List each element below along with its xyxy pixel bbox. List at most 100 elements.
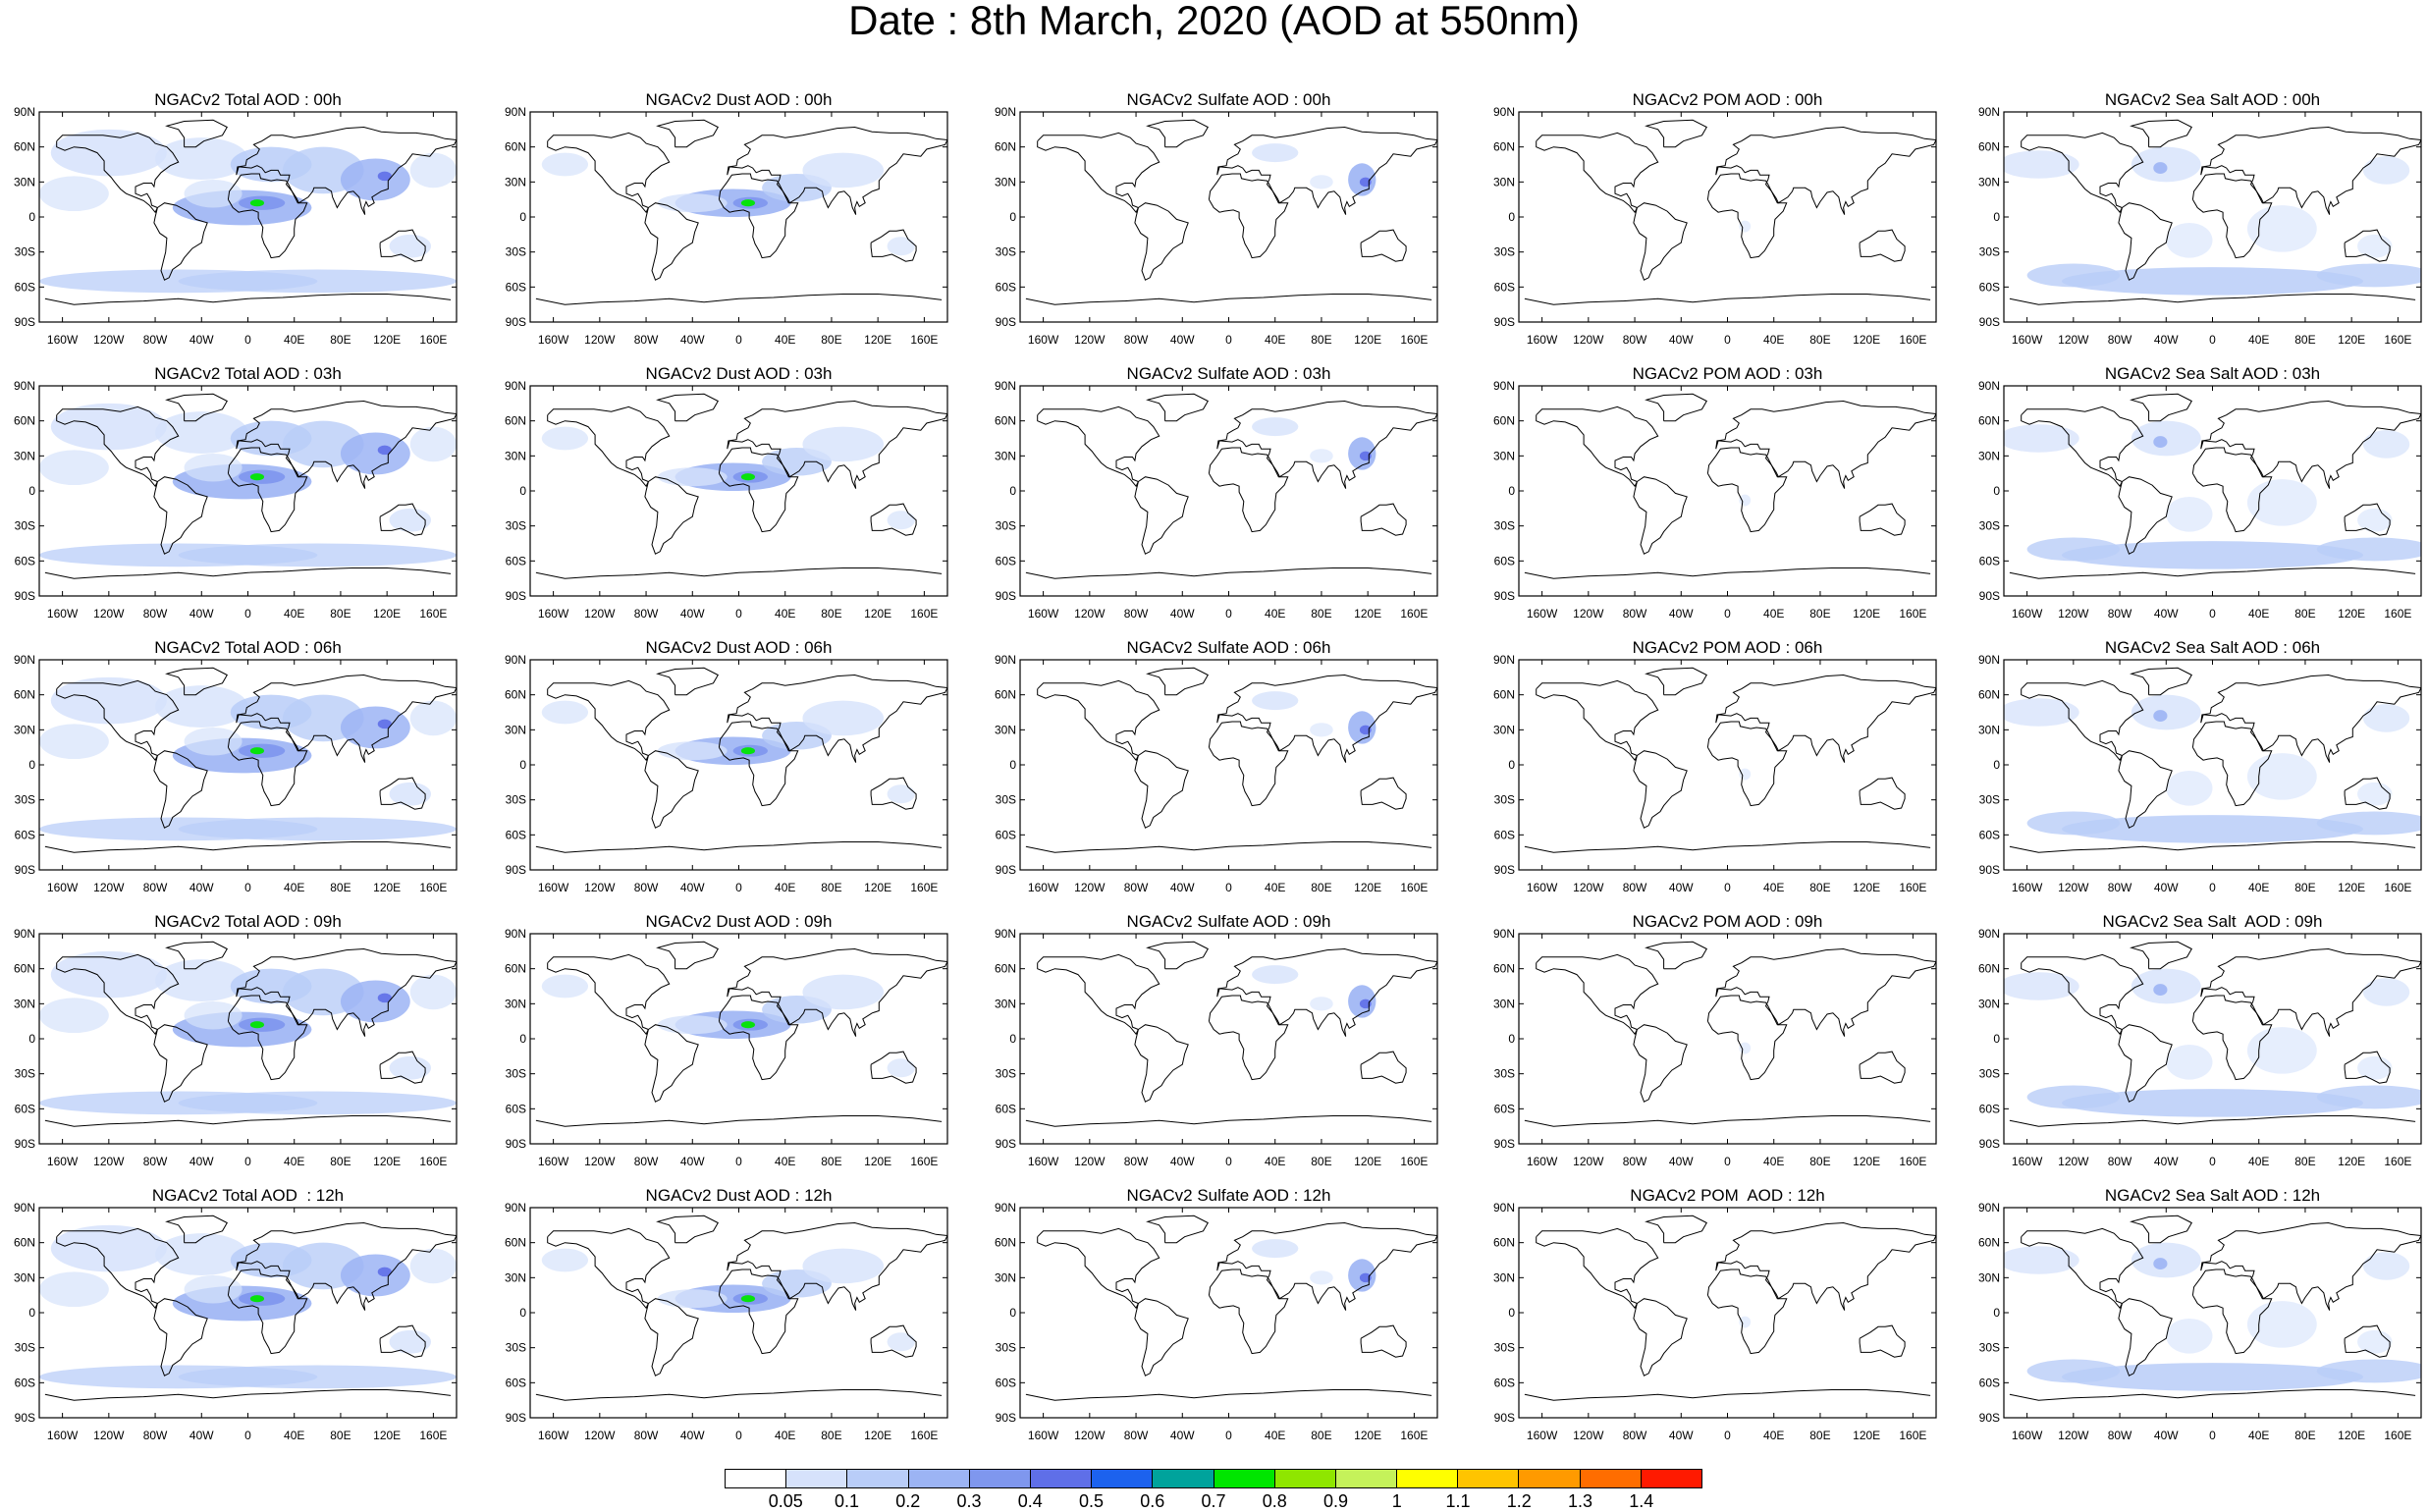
lon-label: 160E xyxy=(1400,1155,1428,1168)
lon-label: 80W xyxy=(1124,607,1149,621)
lon-label: 120E xyxy=(2338,1155,2365,1168)
aod-region xyxy=(409,974,457,1010)
lon-label: 80W xyxy=(1124,881,1149,894)
lat-label: 30N xyxy=(995,723,1016,736)
lat-label: 30N xyxy=(995,449,1016,462)
map-panel: NGACv2 POM AOD : 09h 90N 60N 30N 0 30S 60S 90S 1… xyxy=(1480,912,1970,1187)
lon-label: 160E xyxy=(2384,607,2411,621)
aod-region xyxy=(39,1271,109,1308)
lon-label: 40W xyxy=(1170,1429,1195,1442)
aod-region xyxy=(541,974,589,999)
lon-label: 80E xyxy=(1311,333,1331,347)
coastline xyxy=(2200,674,2421,763)
aod-region xyxy=(2246,1027,2317,1074)
lat-label: 60S xyxy=(1979,1376,2000,1389)
lon-label: 80W xyxy=(1623,1155,1647,1168)
coastline xyxy=(1645,1215,1707,1244)
aod-region xyxy=(740,473,756,481)
panel-title: NGACv2 Sea Salt AOD : 06h xyxy=(2104,638,2321,657)
colorbar-label: 0.05 xyxy=(768,1491,803,1511)
coastline xyxy=(2009,294,2416,305)
coastline xyxy=(1706,447,1788,533)
coastline xyxy=(1706,721,1788,807)
lon-label: 80E xyxy=(2294,881,2315,894)
aod-region xyxy=(1252,1239,1299,1259)
coastline xyxy=(1859,777,1906,810)
lon-label: 120E xyxy=(1853,333,1880,347)
panel-title: NGACv2 Dust AOD : 03h xyxy=(645,364,833,383)
coastline xyxy=(2130,1215,2192,1244)
coastline xyxy=(1146,941,1209,970)
coastline xyxy=(1524,841,1931,853)
coastline xyxy=(1037,953,1160,1036)
lon-label: 120E xyxy=(1354,607,1381,621)
lon-label: 80E xyxy=(2294,1155,2315,1168)
panel-title: NGACv2 Sulfate AOD : 09h xyxy=(1126,912,1331,931)
lon-label: 160W xyxy=(1527,333,1558,347)
lat-label: 60S xyxy=(506,1376,526,1389)
lon-label: 40W xyxy=(189,1429,214,1442)
aod-region xyxy=(2357,782,2393,806)
aod-region xyxy=(178,269,457,294)
colorbar-label: 1.4 xyxy=(1629,1491,1654,1511)
aod-region xyxy=(657,1289,728,1309)
lon-label: 40E xyxy=(1763,1155,1784,1168)
aod-region xyxy=(2246,205,2317,252)
lon-label: 0 xyxy=(1724,881,1731,894)
coastline xyxy=(1524,1389,1931,1401)
lon-label: 40E xyxy=(2248,333,2269,347)
aod-region xyxy=(1310,175,1333,189)
lat-label: 0 xyxy=(1009,758,1016,772)
lat-label: 60S xyxy=(1979,1102,2000,1115)
aod-region xyxy=(2062,541,2363,569)
lat-label: 0 xyxy=(519,484,526,498)
aod-region xyxy=(1739,220,1752,233)
coastline xyxy=(1216,1221,1437,1311)
lat-label: 30S xyxy=(15,1067,35,1081)
coastline xyxy=(1216,126,1437,215)
lat-label: 90N xyxy=(505,927,526,941)
aod-region xyxy=(155,411,248,454)
lon-label: 0 xyxy=(2209,333,2216,347)
panel-title: NGACv2 Total AOD : 12h xyxy=(151,1186,345,1205)
aod-region xyxy=(2131,146,2201,183)
aod-region xyxy=(2316,1085,2421,1109)
aod-region xyxy=(740,747,756,755)
panel-title: NGACv2 Sea Salt AOD : 12h xyxy=(2104,1186,2321,1205)
colorbar-label: 0.5 xyxy=(1078,1491,1105,1511)
lon-label: 120W xyxy=(1074,1155,1106,1168)
lat-label: 60S xyxy=(15,280,35,294)
panel-title: NGACv2 Dust AOD : 06h xyxy=(645,638,833,657)
coastline xyxy=(1536,953,1659,1036)
coastline xyxy=(2118,1298,2173,1377)
lon-label: 0 xyxy=(244,607,251,621)
colorbar-label: 1.1 xyxy=(1445,1491,1471,1511)
lon-label: 80W xyxy=(143,881,168,894)
map-plot: 90N 60N 30N 0 30S 60S 90S 160W 120W 80W 40W 0 40E 80E… xyxy=(14,105,458,347)
lat-label: 90N xyxy=(1978,379,2000,393)
lon-label: 0 xyxy=(1724,333,1731,347)
colorbar-swatch xyxy=(726,1470,787,1487)
lon-label: 160W xyxy=(2012,607,2043,621)
aod-region xyxy=(2131,694,2201,730)
lat-label: 30N xyxy=(1493,997,1515,1010)
aod-region xyxy=(887,784,915,804)
map-panel: NGACv2 Sea Salt AOD : 12h 90N 60N 30N 0 30S 60… xyxy=(1965,1186,2428,1461)
aod-region xyxy=(409,700,457,736)
lon-label: 80E xyxy=(1311,607,1331,621)
lon-label: 80W xyxy=(2108,333,2132,347)
lon-label: 160W xyxy=(538,1155,569,1168)
aod-region xyxy=(541,152,589,177)
colorbar-label: 1 xyxy=(1391,1491,1402,1511)
aod-region xyxy=(2246,1301,2317,1348)
lon-label: 80E xyxy=(821,1429,841,1442)
aod-region xyxy=(1739,1316,1752,1328)
coastline xyxy=(2021,405,2144,488)
lon-label: 40E xyxy=(1265,333,1285,347)
aod-region xyxy=(184,179,243,208)
map-panel: NGACv2 Sulfate AOD : 06h 90N 60N 30N 0 30S 60S… xyxy=(981,638,1472,913)
colorbar-label: 0.6 xyxy=(1140,1491,1165,1511)
lon-label: 80W xyxy=(634,333,659,347)
lon-label: 40W xyxy=(1669,607,1694,621)
lat-label: 0 xyxy=(519,1306,526,1320)
